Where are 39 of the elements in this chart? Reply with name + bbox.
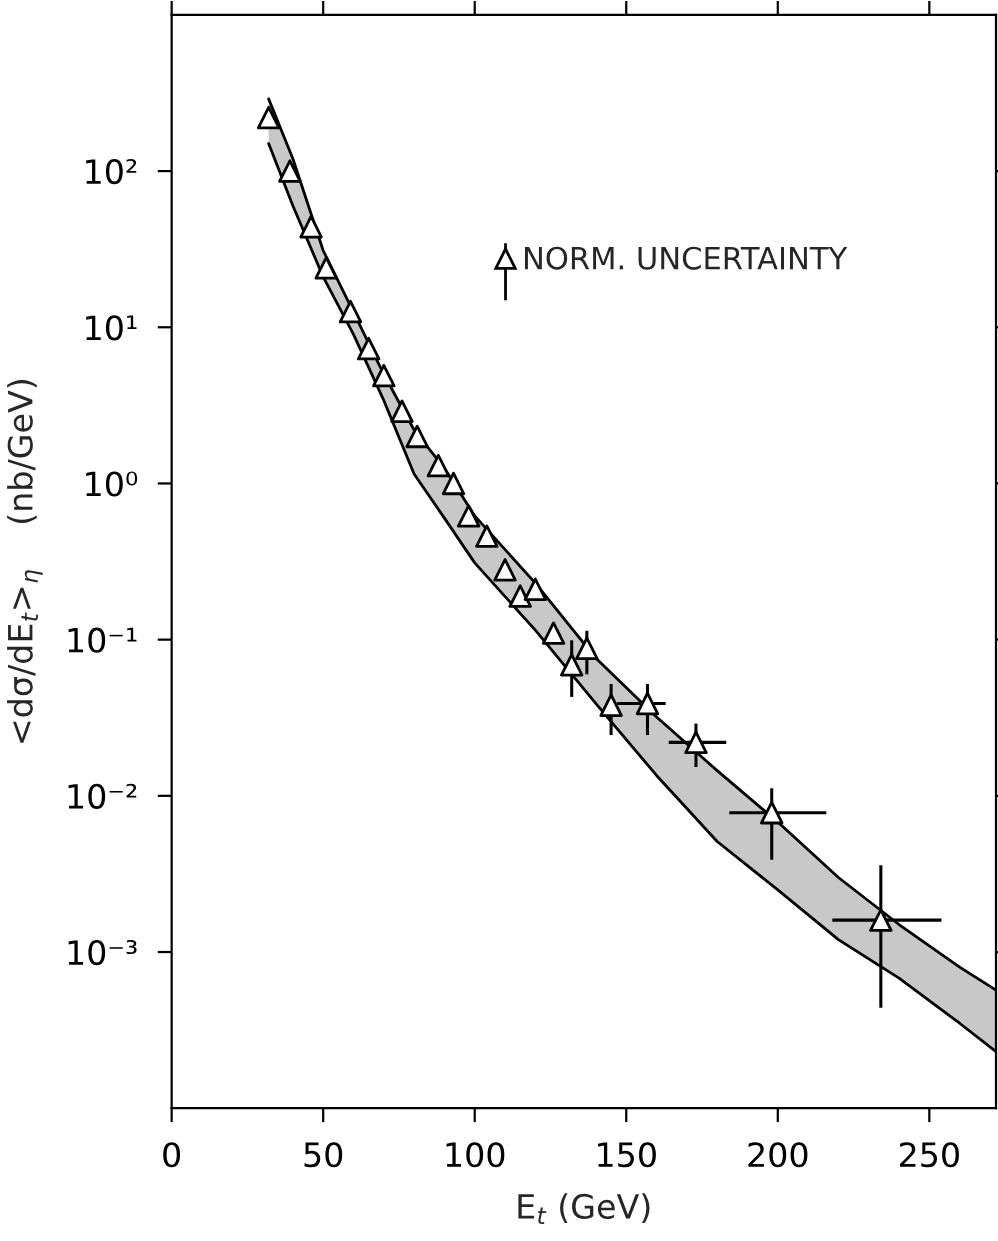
point xyxy=(635,691,660,716)
point xyxy=(426,453,451,478)
point xyxy=(299,215,323,239)
point xyxy=(869,908,893,932)
point xyxy=(372,363,396,388)
point xyxy=(599,693,623,717)
y-tick-label: 10⁻² xyxy=(68,783,137,809)
x-tick-label: 150 xyxy=(598,1142,656,1168)
point xyxy=(456,504,481,528)
y-tick-label: 10² xyxy=(86,159,137,185)
point xyxy=(314,256,338,280)
point xyxy=(508,584,532,608)
y-tick-label: 10⁻³ xyxy=(68,939,137,966)
point xyxy=(405,424,429,449)
x-tick-label: 250 xyxy=(899,1142,959,1168)
point xyxy=(475,524,499,548)
text: <dσ/dE$_{t}$>$_{η}$ (nb/GeV) xyxy=(7,380,43,743)
point xyxy=(390,399,414,423)
x-tick-label: 100 xyxy=(446,1142,505,1168)
point xyxy=(684,730,708,755)
y-tick-label: 10⁰ xyxy=(86,471,138,497)
y-tick-label: 10⁻¹ xyxy=(68,627,137,653)
x-tick-label: 50 xyxy=(304,1142,343,1168)
x-tick-label: 0 xyxy=(163,1142,181,1168)
y-tick-label: 10¹ xyxy=(86,315,137,341)
point xyxy=(338,299,363,324)
point xyxy=(523,577,548,602)
x-tick-label: 200 xyxy=(748,1142,808,1168)
point xyxy=(278,159,302,183)
point xyxy=(541,621,566,645)
point xyxy=(356,336,381,361)
point xyxy=(493,558,517,582)
x-axis-title: E$_{t}$ (GeV) xyxy=(518,1193,650,1225)
point xyxy=(560,653,584,677)
annotation: NORM. UNCERTAINTY xyxy=(525,246,848,270)
point xyxy=(760,801,784,825)
point xyxy=(575,636,599,661)
point xyxy=(256,105,281,130)
point xyxy=(441,471,466,496)
